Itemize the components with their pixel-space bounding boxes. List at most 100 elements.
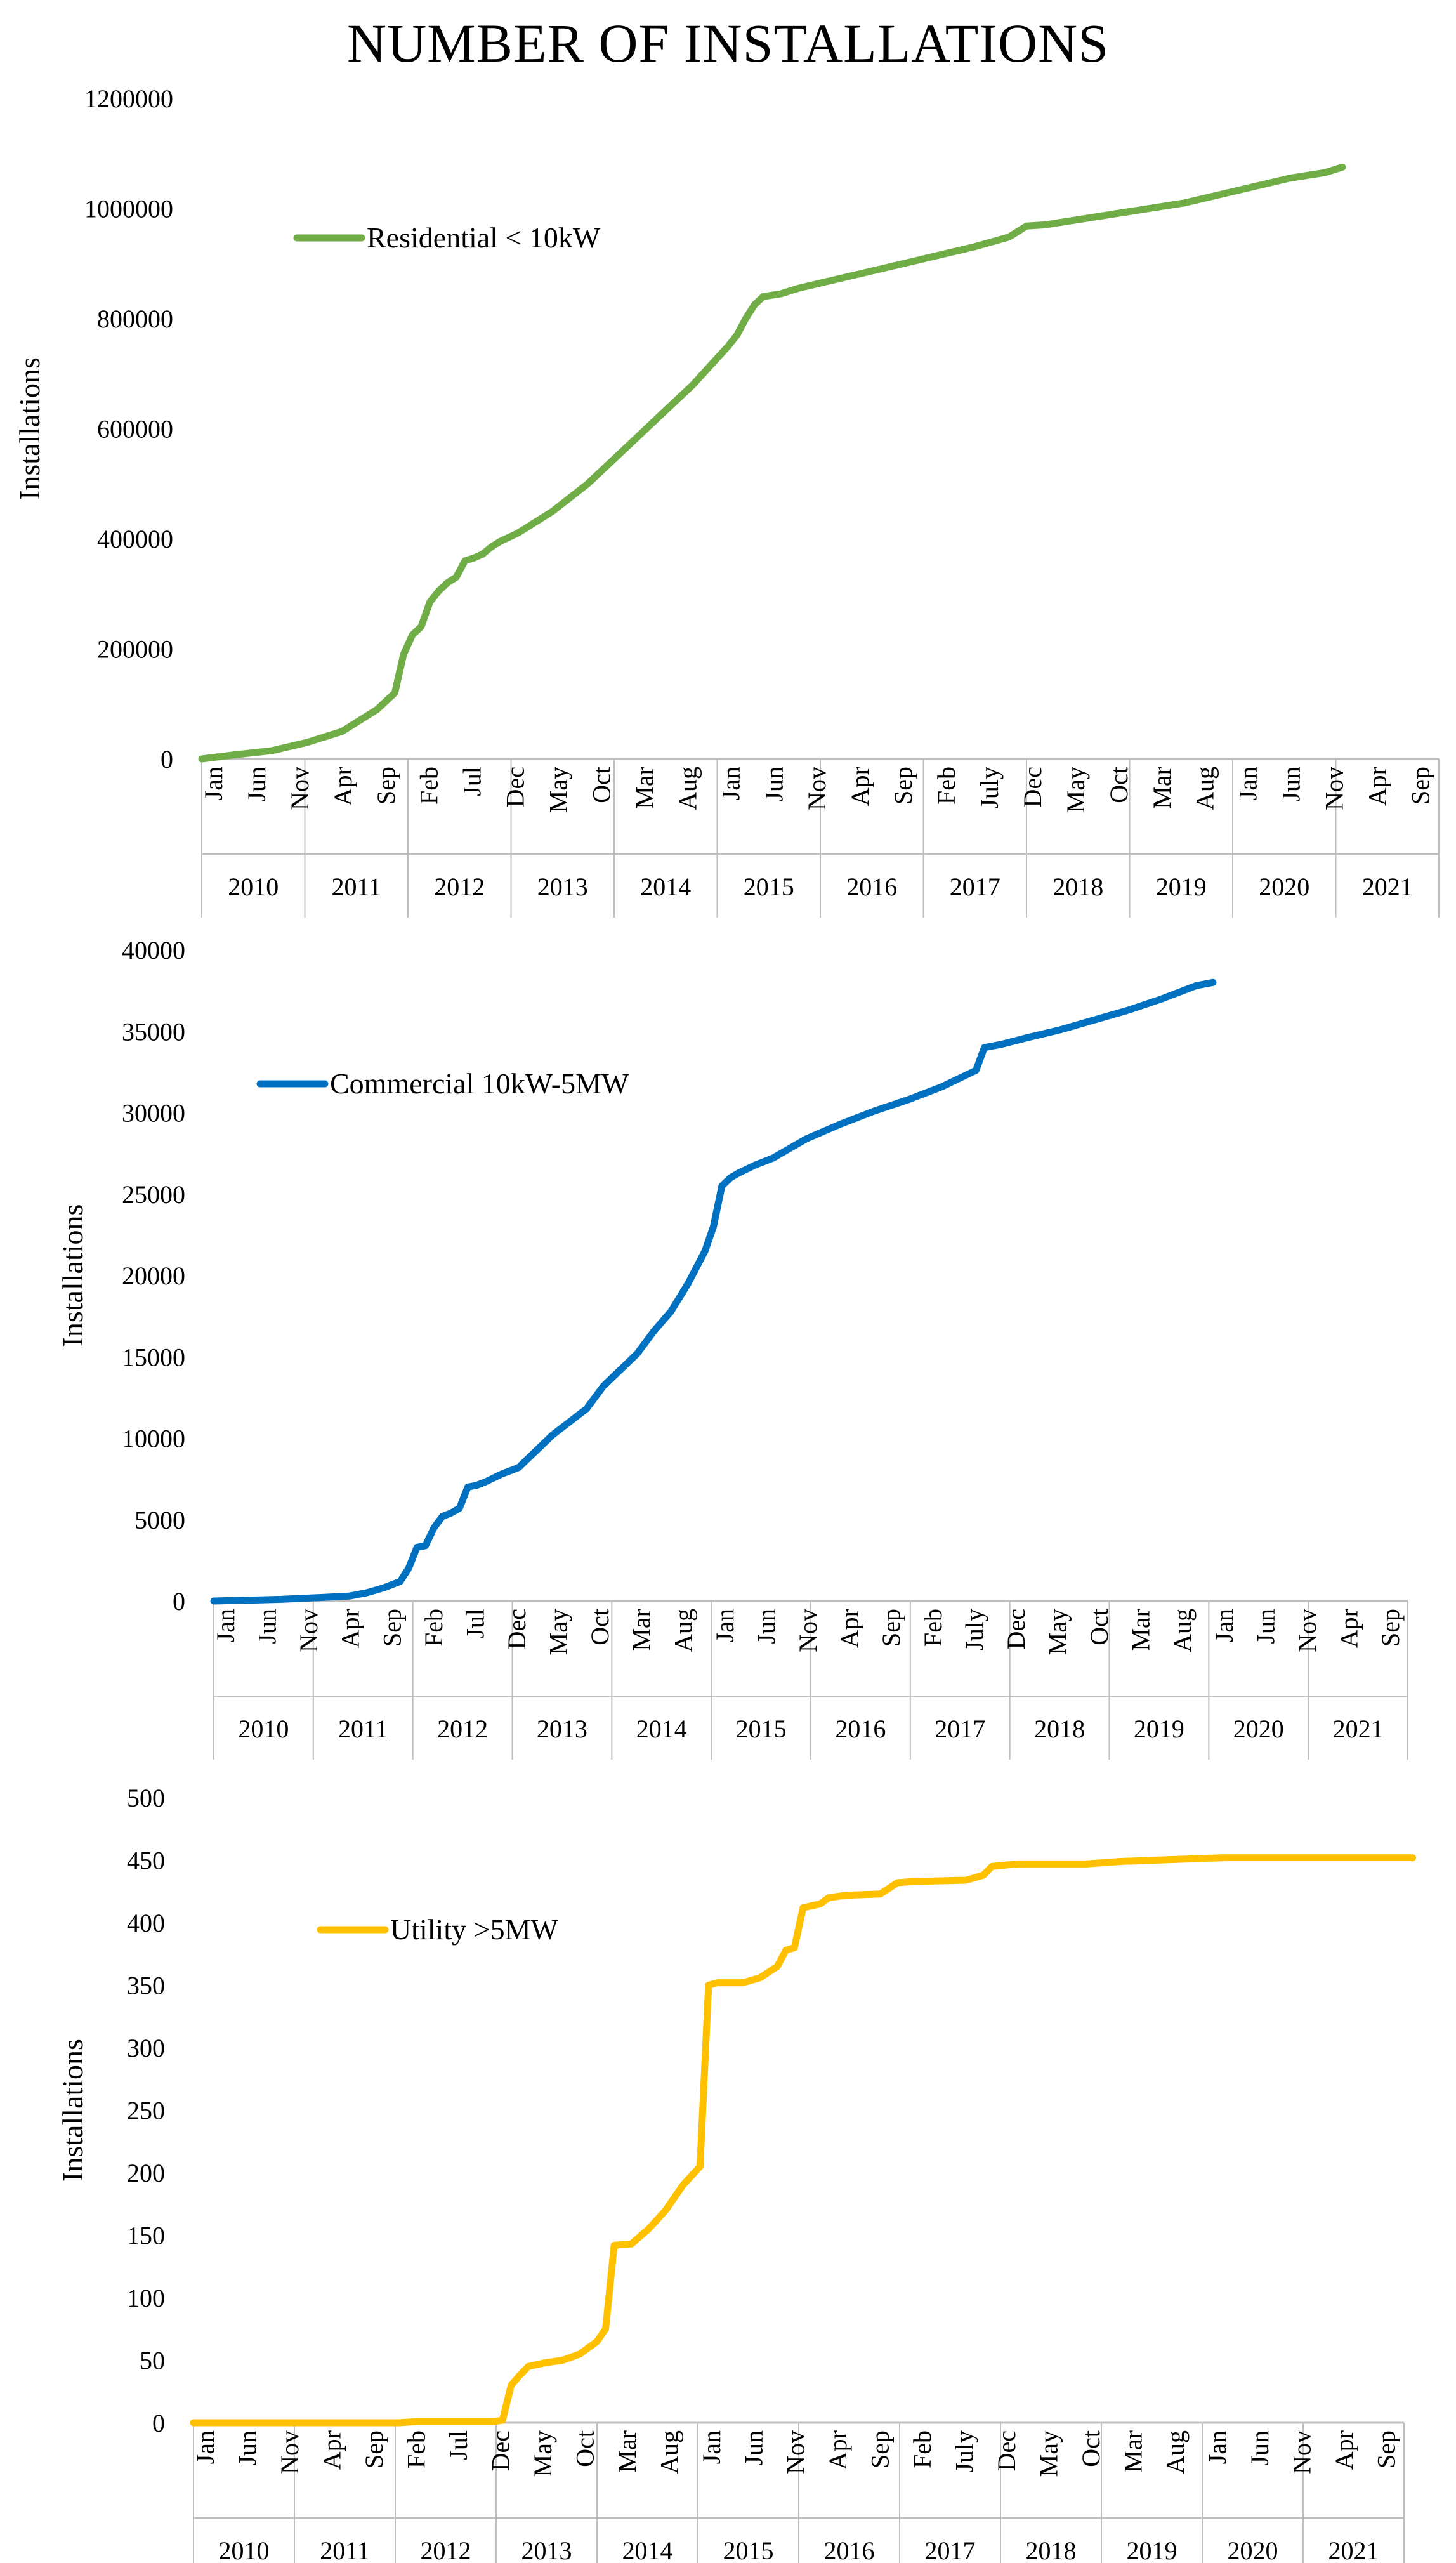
month-label: Nov bbox=[794, 1609, 822, 1652]
series-line-residential bbox=[198, 163, 1346, 763]
month-label: Apr bbox=[1335, 1609, 1363, 1648]
month-label: Apr bbox=[823, 2430, 852, 2470]
year-label: 2021 bbox=[1333, 1715, 1384, 1743]
year-label: 2019 bbox=[1134, 1715, 1184, 1743]
month-label: Jan bbox=[191, 2430, 220, 2464]
month-label: Jan bbox=[199, 767, 228, 800]
y-tick-label: 600000 bbox=[97, 415, 173, 444]
year-label: 2016 bbox=[824, 2536, 875, 2563]
y-tick-label: 400 bbox=[127, 1909, 165, 1937]
month-label: Oct bbox=[570, 2430, 599, 2467]
month-label: Sep bbox=[1406, 767, 1434, 805]
month-label: Apr bbox=[336, 1609, 365, 1648]
year-label: 2011 bbox=[338, 1715, 388, 1743]
month-label: Feb bbox=[419, 1609, 448, 1647]
year-label: 2018 bbox=[1053, 873, 1103, 901]
year-label: 2018 bbox=[1034, 1715, 1085, 1743]
y-tick-label: 10000 bbox=[122, 1425, 185, 1453]
month-label: May bbox=[544, 1609, 573, 1655]
month-label: Apr bbox=[836, 1609, 864, 1648]
month-label: Mar bbox=[1127, 1609, 1155, 1651]
month-label: Mar bbox=[1148, 767, 1176, 809]
month-label: Oct bbox=[587, 767, 615, 803]
month-label: Jun bbox=[1277, 767, 1306, 802]
y-tick-label: 0 bbox=[173, 1587, 185, 1616]
month-label: Oct bbox=[1085, 1609, 1113, 1645]
year-label: 2020 bbox=[1259, 873, 1309, 901]
month-label: Feb bbox=[402, 2430, 430, 2468]
year-label: 2016 bbox=[846, 873, 897, 901]
year-label: 2021 bbox=[1362, 873, 1413, 901]
y-axis-label: Installations bbox=[56, 1204, 89, 1347]
month-label: Nov bbox=[1288, 2430, 1316, 2474]
year-label: 2012 bbox=[437, 1715, 488, 1743]
month-label: Jun bbox=[1245, 2430, 1274, 2466]
month-label: Nov bbox=[294, 1609, 323, 1652]
month-label: Jun bbox=[759, 767, 788, 802]
month-label: Dec bbox=[1018, 767, 1047, 807]
month-label: May bbox=[544, 767, 573, 813]
month-label: Jun bbox=[752, 1609, 780, 1644]
y-tick-label: 40000 bbox=[122, 936, 185, 965]
year-label: 2012 bbox=[434, 873, 485, 901]
commercial-chart: 0 5000 10000 15000 20000 25000 30000 35000 40000… bbox=[56, 936, 1408, 1760]
year-label: 2012 bbox=[421, 2536, 471, 2563]
month-label: Aug bbox=[1168, 1609, 1197, 1652]
year-label: 2010 bbox=[238, 1715, 289, 1743]
y-tick-label: 300 bbox=[127, 2034, 165, 2062]
month-label: Aug bbox=[669, 1609, 697, 1652]
year-label: 2017 bbox=[935, 1715, 985, 1743]
month-label: July bbox=[950, 2430, 979, 2473]
y-tick-label: 25000 bbox=[122, 1180, 185, 1209]
month-label: Jan bbox=[1203, 2430, 1232, 2464]
month-label: Dec bbox=[1002, 1609, 1030, 1649]
year-label: 2017 bbox=[925, 2536, 976, 2563]
month-label: Jul bbox=[461, 1609, 489, 1638]
y-tick-label: 400000 bbox=[97, 525, 173, 553]
year-label: 2017 bbox=[950, 873, 1000, 901]
year-label: 2015 bbox=[736, 1715, 787, 1743]
month-label: Apr bbox=[329, 767, 357, 806]
y-tick-label: 0 bbox=[161, 745, 173, 774]
legend-label: Utility >5MW bbox=[390, 1913, 558, 1946]
year-label: 2013 bbox=[537, 873, 588, 901]
month-label: Sep bbox=[377, 1609, 406, 1647]
y-tick-label: 450 bbox=[127, 1847, 165, 1875]
y-tick-label: 350 bbox=[127, 1972, 165, 2000]
y-tick-label: 50 bbox=[140, 2347, 165, 2375]
month-label: Nov bbox=[1293, 1609, 1322, 1652]
month-label: Sep bbox=[1376, 1609, 1405, 1647]
y-tick-label: 800000 bbox=[97, 305, 173, 333]
year-label: 2011 bbox=[331, 873, 381, 901]
month-label: Jun bbox=[1251, 1609, 1280, 1644]
year-label: 2015 bbox=[723, 2536, 774, 2563]
month-label: Mar bbox=[1119, 2430, 1148, 2473]
y-tick-label: 0 bbox=[152, 2409, 165, 2437]
month-label: Mar bbox=[613, 2430, 641, 2473]
month-label: Jun bbox=[242, 767, 271, 802]
month-label: Oct bbox=[1077, 2430, 1105, 2467]
month-label: Oct bbox=[1105, 767, 1133, 803]
month-label: Jun bbox=[739, 2430, 768, 2466]
year-label: 2019 bbox=[1156, 873, 1207, 901]
year-label: 2020 bbox=[1228, 2536, 1278, 2563]
month-label: Feb bbox=[932, 767, 961, 805]
y-tick-label: 20000 bbox=[122, 1262, 185, 1290]
month-label: Sep bbox=[1372, 2430, 1400, 2468]
month-label: Feb bbox=[415, 767, 443, 805]
month-label: Oct bbox=[586, 1609, 614, 1645]
month-label: Sep bbox=[877, 1609, 905, 1647]
month-label: Nov bbox=[275, 2430, 304, 2474]
month-label: May bbox=[528, 2430, 557, 2477]
month-label: Jul bbox=[444, 2430, 473, 2460]
month-label: Aug bbox=[1161, 2430, 1190, 2474]
month-label: July bbox=[960, 1609, 988, 1651]
month-label: Jan bbox=[1210, 1609, 1238, 1642]
month-label: Sep bbox=[360, 2430, 388, 2468]
month-label: Nov bbox=[803, 767, 831, 810]
month-label: Dec bbox=[992, 2430, 1021, 2471]
month-label: Nov bbox=[782, 2430, 810, 2474]
series-line-utility bbox=[190, 1854, 1416, 2427]
year-label: 2010 bbox=[219, 2536, 270, 2563]
